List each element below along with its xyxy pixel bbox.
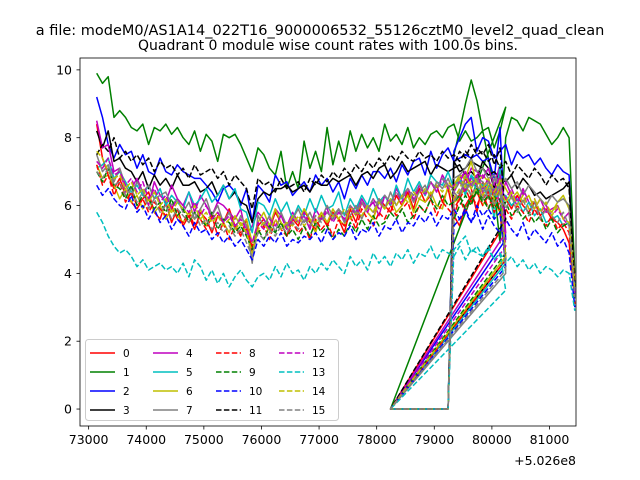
- x-tick-label: 81000: [530, 432, 570, 447]
- series-line-9: [96, 167, 576, 410]
- series-line-2: [95, 96, 576, 410]
- x-tick-label: 76000: [242, 432, 282, 447]
- legend-label-6: 6: [186, 386, 193, 398]
- figure-suptitle: a file: modeM0/AS1A14_022T16_9000006532_…: [36, 23, 605, 39]
- legend-label-2: 2: [123, 386, 130, 398]
- legend-label-13: 13: [312, 367, 325, 379]
- series-line-10: [96, 184, 576, 410]
- legend-label-9: 9: [249, 367, 256, 379]
- series-line-12: [96, 157, 576, 410]
- legend-label-10: 10: [249, 386, 262, 398]
- legend-label-4: 4: [186, 348, 193, 360]
- y-tick-label: 10: [56, 62, 72, 77]
- legend-label-8: 8: [249, 348, 256, 360]
- legend-label-7: 7: [186, 405, 193, 417]
- y-tick-label: 2: [64, 334, 72, 349]
- series-line-5: [96, 157, 576, 410]
- legend-frame: [85, 339, 339, 421]
- legend-label-1: 1: [123, 367, 130, 379]
- x-offset-label: +5.026e8: [514, 453, 576, 468]
- legend-label-14: 14: [312, 386, 326, 398]
- series-line-11: [96, 136, 576, 410]
- x-tick-label: 79000: [414, 432, 454, 447]
- y-tick-label: 4: [64, 266, 72, 281]
- legend-label-11: 11: [249, 405, 262, 417]
- x-tick-label: 75000: [184, 432, 224, 447]
- x-tick-label: 77000: [299, 432, 339, 447]
- x-tick-label: 74000: [126, 432, 166, 447]
- y-tick-label: 6: [64, 198, 72, 213]
- legend-label-3: 3: [123, 405, 130, 417]
- plot-frame: [79, 57, 577, 427]
- series-line-15: [96, 167, 576, 410]
- series-line-13: [96, 211, 576, 410]
- legend-label-0: 0: [123, 348, 130, 360]
- x-tick-label: 78000: [357, 432, 397, 447]
- series-line-1: [96, 72, 576, 410]
- series-line-3: [95, 130, 576, 410]
- x-tick-label: 73000: [69, 432, 109, 447]
- legend-label-5: 5: [186, 367, 193, 379]
- legend-label-15: 15: [312, 405, 325, 417]
- y-tick-label: 0: [64, 402, 72, 417]
- legend-label-12: 12: [312, 348, 325, 360]
- chart-title: Quadrant 0 module wise count rates with …: [138, 38, 518, 54]
- y-tick-label: 8: [64, 130, 72, 145]
- x-tick-label: 80000: [472, 432, 512, 447]
